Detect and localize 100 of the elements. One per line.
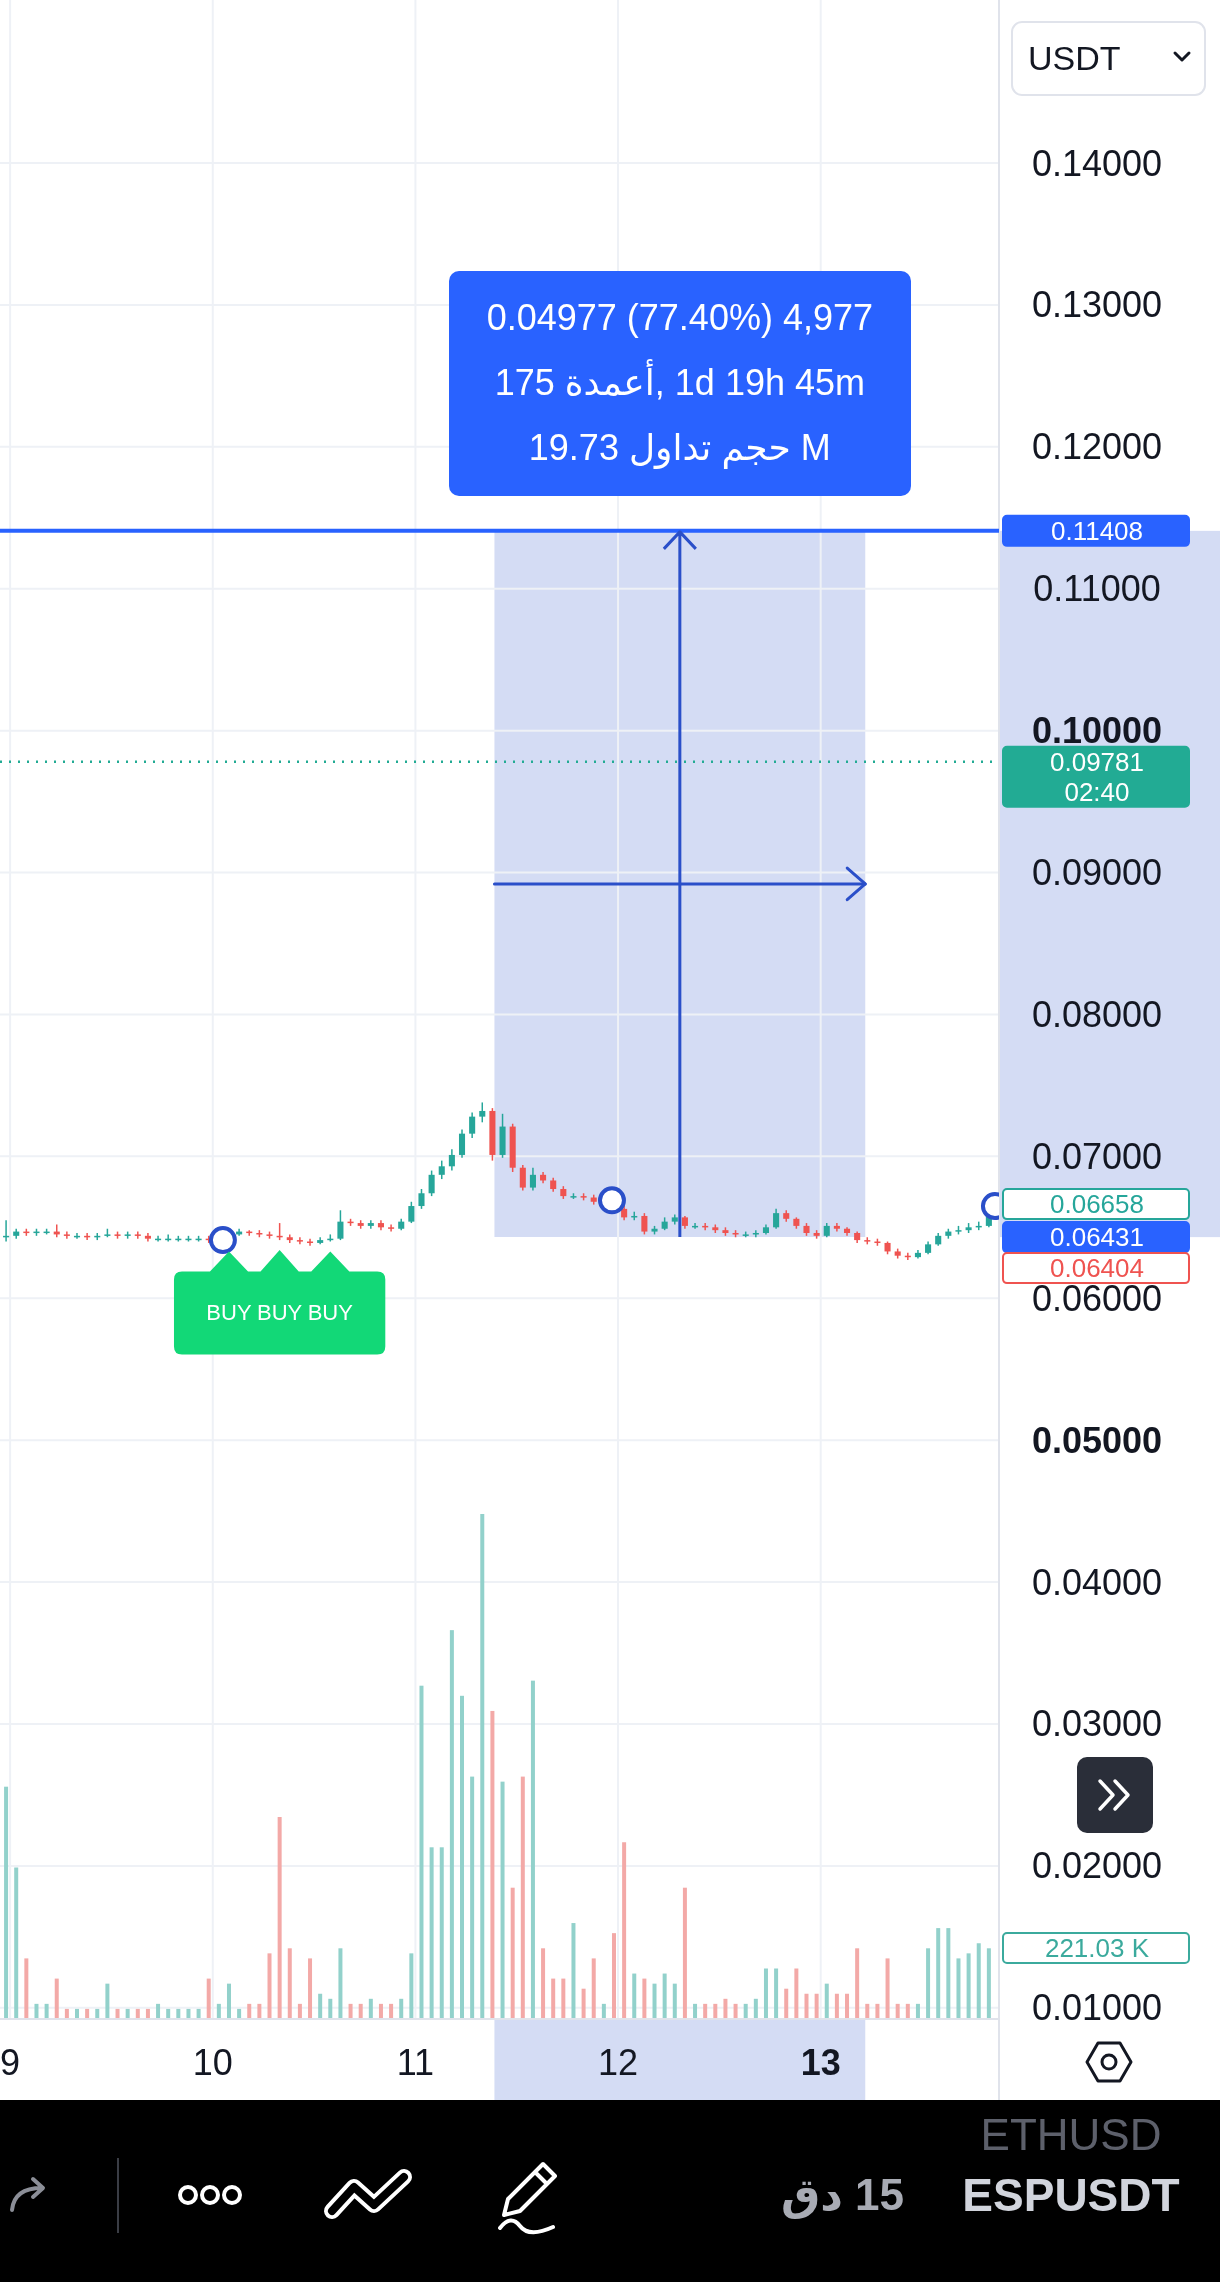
bar bbox=[14, 1867, 19, 2019]
bar bbox=[54, 1978, 59, 2019]
y-tick-label: 0.03000 bbox=[1031, 1703, 1163, 1745]
text: 0.06658 bbox=[1050, 1189, 1144, 1220]
bar bbox=[145, 2008, 150, 2019]
bar bbox=[530, 1680, 535, 2019]
annotation: BUY bbox=[307, 1300, 354, 1326]
candlestick bbox=[63, 1230, 70, 1240]
candlestick bbox=[428, 1169, 435, 1197]
bar bbox=[551, 1978, 556, 2019]
bar bbox=[642, 1978, 647, 2019]
bar bbox=[520, 1776, 525, 2019]
bar bbox=[64, 2008, 69, 2019]
x-tick-label: 12 bbox=[598, 2041, 639, 2083]
bar bbox=[855, 1948, 860, 2019]
candlestick bbox=[286, 1233, 293, 1244]
bar bbox=[439, 1847, 444, 2019]
annotation: BUY bbox=[206, 1300, 252, 1326]
bar bbox=[318, 1993, 323, 2019]
x-tick-label: 13 bbox=[800, 2041, 841, 2083]
text: 15 دق bbox=[779, 2169, 906, 2221]
bar bbox=[611, 1933, 616, 2019]
candlestick bbox=[773, 1208, 780, 1230]
bar bbox=[936, 1928, 941, 2019]
bar bbox=[763, 1968, 768, 2019]
candlestick bbox=[144, 1232, 151, 1243]
bar bbox=[308, 1958, 313, 2019]
bar bbox=[196, 2008, 201, 2019]
y-tick-label: 0.02000 bbox=[1031, 1845, 1163, 1887]
candlestick bbox=[408, 1201, 415, 1224]
y-tick-label: 0.12000 bbox=[1031, 426, 1163, 468]
y-tick-label: 0.11000 bbox=[1033, 568, 1161, 610]
annotation: BUY bbox=[257, 1300, 303, 1326]
text: ESPUSDT bbox=[962, 2169, 1180, 2221]
candlestick bbox=[833, 1222, 840, 1233]
bar bbox=[338, 1948, 343, 2019]
bar bbox=[713, 2003, 718, 2019]
bar bbox=[115, 2008, 120, 2019]
bar bbox=[409, 1953, 414, 2019]
bar bbox=[226, 1983, 231, 2019]
bar bbox=[956, 1958, 961, 2019]
bar bbox=[976, 1943, 981, 2019]
bar bbox=[986, 1948, 991, 2019]
bar bbox=[216, 2003, 221, 2019]
bar bbox=[632, 1973, 637, 2019]
candlestick bbox=[448, 1148, 455, 1172]
bar bbox=[500, 1781, 505, 2019]
bar bbox=[824, 1983, 829, 2019]
bar bbox=[622, 1842, 627, 2019]
bar bbox=[166, 2008, 171, 2019]
bar bbox=[449, 1630, 454, 2019]
bar bbox=[784, 1988, 789, 2019]
y-tick-label: 0.07000 bbox=[1031, 1135, 1163, 1177]
bar bbox=[794, 1968, 799, 2019]
text: ETHUSD bbox=[980, 2109, 1162, 2159]
bar bbox=[85, 2008, 90, 2019]
y-tick-label: 0.04000 bbox=[1031, 1561, 1163, 1603]
candlestick bbox=[296, 1236, 303, 1246]
bar bbox=[703, 2003, 708, 2019]
bar bbox=[237, 2008, 242, 2019]
candlestick bbox=[479, 1101, 486, 1124]
y-tick-label: 0.05000 bbox=[1031, 1419, 1163, 1461]
bar bbox=[378, 2003, 383, 2019]
bar bbox=[4, 1786, 9, 2019]
bar bbox=[753, 1998, 758, 2019]
bar bbox=[865, 2003, 870, 2019]
bar bbox=[652, 1983, 657, 2019]
candlestick bbox=[519, 1164, 526, 1192]
bar bbox=[125, 2008, 130, 2019]
bar bbox=[966, 1953, 971, 2019]
bar bbox=[206, 1978, 211, 2019]
text: 221.03 K bbox=[1044, 1933, 1150, 1963]
bar bbox=[135, 2008, 140, 2019]
candlestick bbox=[388, 1223, 395, 1233]
bar bbox=[834, 1993, 839, 2019]
bar bbox=[328, 1998, 333, 2019]
bar bbox=[541, 1948, 546, 2019]
bar bbox=[480, 1514, 485, 2019]
y-tick-label: 0.08000 bbox=[1031, 993, 1163, 1035]
bar bbox=[44, 2003, 49, 2019]
bar bbox=[297, 2003, 302, 2019]
bar bbox=[682, 1887, 687, 2019]
bar bbox=[348, 2003, 353, 2019]
bar bbox=[95, 2008, 100, 2019]
bar bbox=[571, 1923, 576, 2019]
bar bbox=[429, 1847, 434, 2019]
bar bbox=[885, 1958, 890, 2019]
bar bbox=[693, 2003, 698, 2019]
bar bbox=[733, 2003, 738, 2019]
y-axis-title: USDT bbox=[1028, 39, 1121, 77]
bar bbox=[358, 2003, 363, 2019]
bar bbox=[186, 2008, 191, 2019]
bar bbox=[267, 1953, 272, 2019]
y-tick-label: 0.01000 bbox=[1031, 1987, 1163, 2029]
bar bbox=[247, 2003, 252, 2019]
bar bbox=[774, 1968, 779, 2019]
bar bbox=[176, 2008, 181, 2019]
bar bbox=[368, 1998, 373, 2019]
bar bbox=[399, 1998, 404, 2019]
bar bbox=[460, 1695, 465, 2019]
